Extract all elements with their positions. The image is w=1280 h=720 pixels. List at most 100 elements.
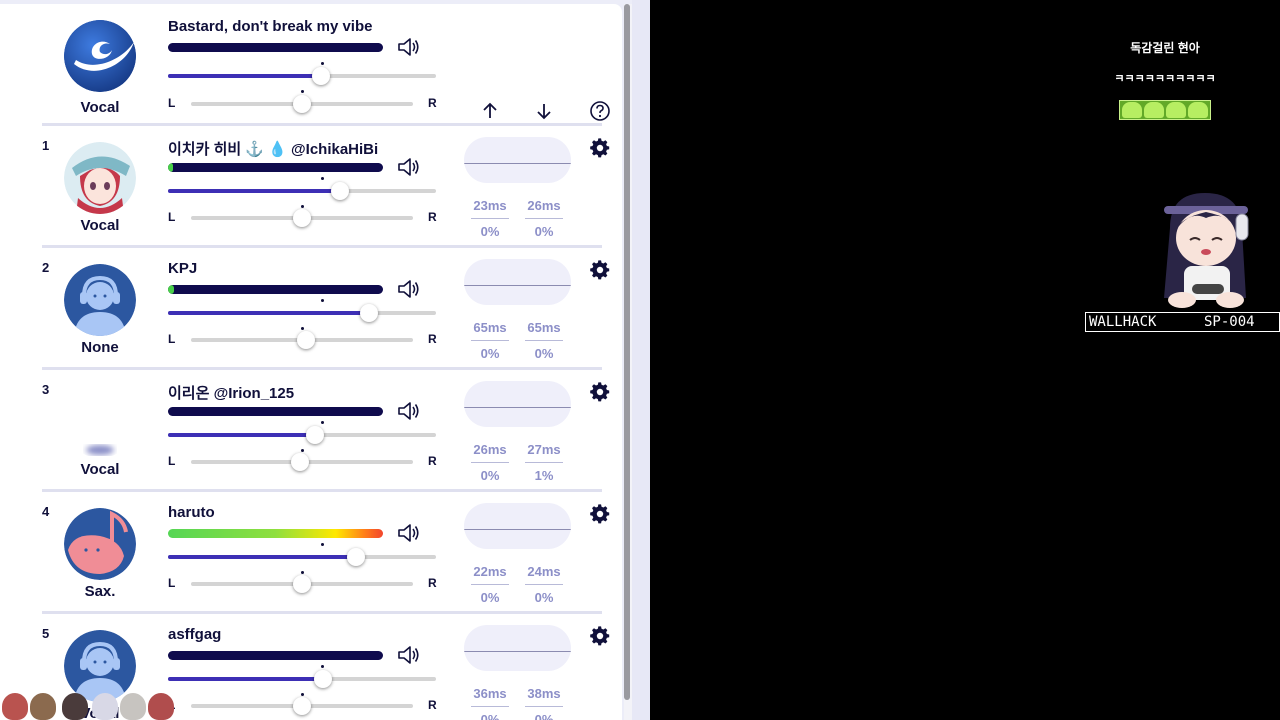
participant-list: Vocal Bastard, don't break my vibe L R <box>0 4 622 720</box>
participant-row: 3 Vocal 이리온 @Irion_125 L R 26ms 27ms 0% … <box>0 367 622 492</box>
pan-knob[interactable] <box>293 697 311 715</box>
scrollbar-thumb[interactable] <box>624 4 630 700</box>
volume-knob[interactable] <box>346 548 365 566</box>
row-divider <box>42 611 602 614</box>
loss-a: 0% <box>480 346 500 361</box>
gear-icon[interactable] <box>590 504 610 524</box>
participant-role: Vocal <box>80 217 120 234</box>
loss-b: 0% <box>534 346 554 361</box>
arrow-down-icon[interactable] <box>533 100 555 122</box>
volume-slider[interactable] <box>168 677 436 681</box>
waveform-display <box>464 503 571 549</box>
mix-volume-knob[interactable] <box>311 67 330 85</box>
app-logo-avatar <box>64 20 136 92</box>
participant-avatar[interactable] <box>64 142 136 214</box>
speaker-icon[interactable] <box>397 400 421 422</box>
pan-knob[interactable] <box>293 575 311 593</box>
participant-avatar[interactable] <box>64 630 136 702</box>
participant-avatar[interactable] <box>64 386 136 458</box>
latency-b: 24ms <box>527 564 561 579</box>
gear-icon[interactable] <box>590 626 610 646</box>
participant-role: None <box>81 339 119 356</box>
viewer-avatar <box>120 693 146 720</box>
participant-name: haruto <box>168 504 215 521</box>
help-icon[interactable] <box>589 100 611 122</box>
participant-name: 이리온 @Irion_125 <box>168 385 295 402</box>
pan-left-label: L <box>168 332 176 346</box>
volume-slider[interactable] <box>168 189 436 193</box>
participant-level-meter <box>168 407 383 416</box>
streamer-character-image <box>1164 193 1249 308</box>
viewer-avatar <box>2 693 28 720</box>
volume-slider[interactable] <box>168 433 436 437</box>
arrow-up-icon[interactable] <box>479 100 501 122</box>
participant-index: 2 <box>42 260 50 275</box>
pan-right-label: R <box>428 210 437 224</box>
viewer-avatar <box>148 693 174 720</box>
loss-b: 1% <box>534 468 554 483</box>
loss-a: 0% <box>480 590 500 605</box>
volume-slider[interactable] <box>168 555 436 559</box>
pan-knob[interactable] <box>290 453 309 471</box>
participant-role: Sax. <box>84 583 116 600</box>
waveform-display <box>464 381 571 427</box>
waveform-display <box>464 259 571 305</box>
wallhack-banner: WALLHACK SP-004 <box>1085 312 1280 332</box>
speaker-icon[interactable] <box>397 644 421 666</box>
speaker-icon[interactable] <box>397 522 421 544</box>
latency-a: 36ms <box>473 686 507 701</box>
row-divider <box>42 245 602 248</box>
latency-b: 26ms <box>527 198 561 213</box>
pan-right-label: R <box>428 698 437 712</box>
gear-icon[interactable] <box>590 138 610 158</box>
loss-b: 0% <box>534 590 554 605</box>
pan-knob[interactable] <box>297 331 316 349</box>
loss-a: 0% <box>480 712 500 720</box>
volume-slider[interactable] <box>168 311 436 315</box>
mix-level-meter <box>168 43 383 52</box>
participant-index: 4 <box>42 504 50 519</box>
panel-edge <box>632 0 650 720</box>
participant-index: 5 <box>42 626 50 641</box>
pan-right-label: R <box>428 454 437 468</box>
volume-knob[interactable] <box>330 182 349 200</box>
speaker-icon[interactable] <box>397 36 421 58</box>
mix-avatar-label: Vocal <box>80 99 120 116</box>
gear-icon[interactable] <box>590 260 610 280</box>
pan-knob[interactable] <box>293 209 311 227</box>
gear-icon[interactable] <box>590 382 610 402</box>
waveform-display <box>464 625 571 671</box>
latency-b: 38ms <box>527 686 561 701</box>
participant-avatar[interactable] <box>64 508 136 580</box>
participant-level-meter <box>168 651 383 660</box>
participant-row: 5 Vocal asffgag L R 36ms 38ms 0% 0% <box>0 611 622 720</box>
viewer-avatars <box>0 693 180 720</box>
speaker-icon[interactable] <box>397 278 421 300</box>
viewer-avatar <box>92 693 118 720</box>
participant-name: KPJ <box>168 260 198 277</box>
mixer-panel: Vocal Bastard, don't break my vibe L R <box>0 0 650 720</box>
waveform-display <box>464 137 571 183</box>
volume-knob[interactable] <box>360 304 378 322</box>
latency-b: 27ms <box>527 442 561 457</box>
latency-b: 65ms <box>527 320 561 335</box>
mix-row: Vocal Bastard, don't break my vibe L R <box>0 4 622 122</box>
viewer-avatar <box>62 693 88 720</box>
viewer-avatar <box>30 693 56 720</box>
pan-left-label: L <box>168 454 176 468</box>
mix-pan-knob[interactable] <box>293 95 311 113</box>
volume-knob[interactable] <box>314 670 333 688</box>
chat-emote <box>1119 100 1211 120</box>
latency-a: 26ms <box>473 442 507 457</box>
participant-index: 3 <box>42 382 50 397</box>
participant-name: asffgag <box>168 626 222 643</box>
pan-left-label: L <box>168 210 176 224</box>
banner-right-text: SP-004 <box>1204 314 1255 330</box>
participant-avatar[interactable] <box>64 264 136 336</box>
speaker-icon[interactable] <box>397 156 421 178</box>
mix-volume-slider[interactable] <box>168 74 436 78</box>
participant-level-meter <box>168 285 383 294</box>
volume-knob[interactable] <box>306 426 325 444</box>
participant-index: 1 <box>42 138 50 153</box>
participant-role: Vocal <box>80 461 120 478</box>
